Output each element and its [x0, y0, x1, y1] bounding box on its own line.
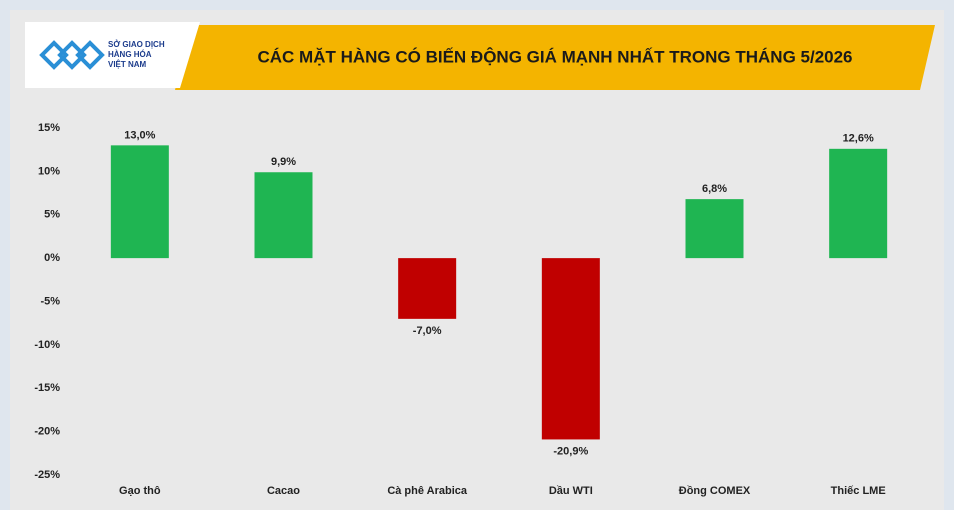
bar	[541, 258, 600, 440]
logo-text: HÀNG HÓA	[108, 50, 152, 59]
y-tick-label: 15%	[38, 122, 60, 134]
value-label: -20,9%	[553, 445, 588, 457]
value-label: 13,0%	[124, 129, 155, 141]
value-label: -7,0%	[413, 325, 442, 337]
y-tick-label: 10%	[38, 165, 60, 177]
panel	[10, 10, 944, 510]
x-tick-label: Dầu WTI	[549, 485, 593, 497]
value-label: 9,9%	[271, 156, 296, 168]
x-tick-label: Cacao	[267, 485, 300, 497]
value-label: 6,8%	[702, 183, 727, 195]
logo-mark	[39, 40, 105, 70]
y-tick-label: -10%	[34, 339, 60, 351]
x-tick-label: Cà phê Arabica	[387, 485, 468, 497]
value-label: 12,6%	[843, 133, 874, 145]
y-tick-label: -20%	[34, 426, 60, 438]
logo-text: SỞ GIAO DỊCH	[108, 40, 165, 49]
y-tick-label: 0%	[44, 252, 60, 264]
y-tick-label: -25%	[34, 469, 60, 481]
banner	[175, 25, 935, 90]
logo-text: VIỆT NAM	[108, 60, 147, 69]
bar	[110, 145, 169, 259]
x-tick-label: Thiếc LME	[831, 485, 886, 497]
bar	[254, 172, 313, 259]
x-tick-label: Gạo thô	[119, 485, 161, 497]
logo-box	[25, 22, 200, 88]
chart-title: CÁC MẶT HÀNG CÓ BIẾN ĐỘNG GIÁ MẠNH NHẤT …	[257, 47, 852, 66]
y-tick-label: 5%	[44, 209, 60, 221]
y-tick-label: -5%	[40, 295, 60, 307]
bar	[685, 199, 744, 259]
bar	[829, 148, 888, 259]
y-tick-label: -15%	[34, 382, 60, 394]
x-tick-label: Đồng COMEX	[679, 485, 751, 497]
bar	[398, 258, 457, 319]
